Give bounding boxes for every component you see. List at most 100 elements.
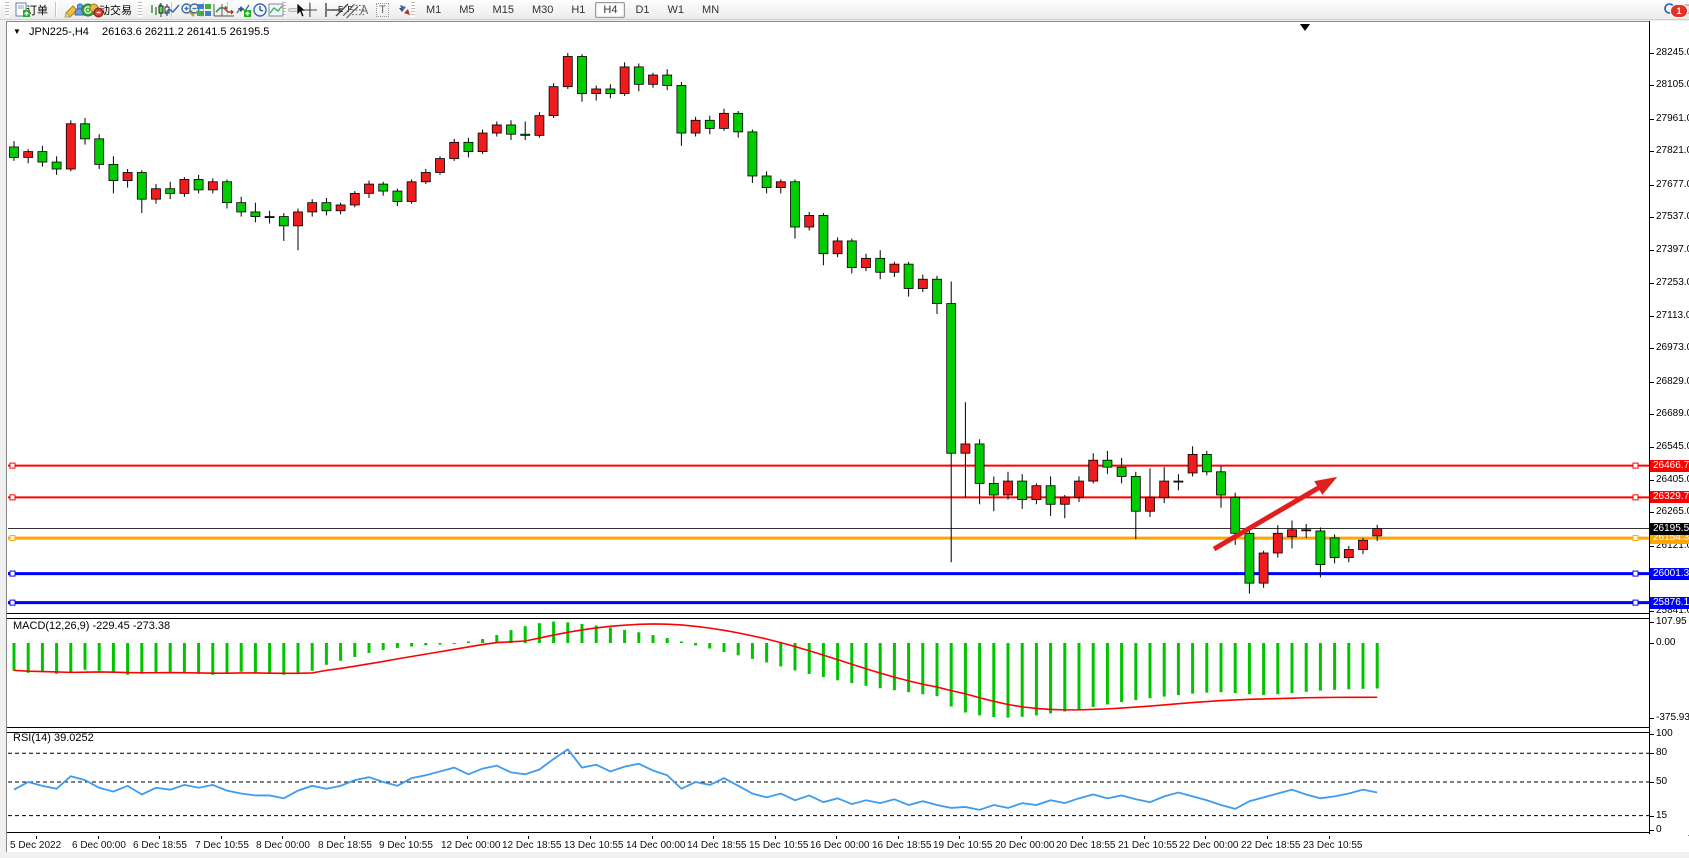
candle-body: [122, 172, 133, 182]
indicators-button[interactable]: [232, 4, 251, 17]
line-anchor[interactable]: [1632, 570, 1639, 577]
line-anchor[interactable]: [9, 599, 16, 606]
timeframe-w1[interactable]: W1: [667, 3, 685, 16]
line-anchor[interactable]: [1632, 535, 1639, 542]
arrow-annotation-head[interactable]: [1314, 476, 1338, 495]
tile-windows-button[interactable]: [192, 3, 211, 16]
bar-chart-button[interactable]: [144, 3, 161, 15]
candle-body: [1074, 480, 1084, 498]
time-label: 16 Dec 18:55: [872, 840, 932, 851]
chart-shift-marker[interactable]: [1300, 24, 1310, 31]
timeframe-h1[interactable]: H1: [571, 3, 586, 16]
price-scale[interactable]: [1650, 21, 1689, 834]
scale-tick: [1650, 250, 1654, 251]
price-tick-label: 27113.0: [1656, 310, 1689, 321]
candle-body: [775, 181, 786, 188]
time-tick: [1205, 836, 1206, 839]
macd-signal-line: [13, 623, 1378, 711]
trendline-button[interactable]: [330, 3, 349, 16]
time-tick: [221, 836, 222, 839]
cursor-icon: [296, 1, 307, 17]
timeframe-h4[interactable]: H4: [595, 1, 626, 18]
time-tick: [1267, 836, 1268, 839]
timeframe-mn[interactable]: MN: [702, 3, 720, 16]
price-tick-label: 26829.0: [1656, 376, 1689, 387]
highlighter-button[interactable]: [60, 4, 78, 18]
text-label-button[interactable]: T: [372, 2, 393, 18]
toolbar-grip[interactable]: [5, 2, 9, 17]
scale-tick: [1650, 53, 1654, 54]
chart-shift-icon: [221, 3, 234, 16]
template-icon: [268, 3, 284, 16]
notifications-button[interactable]: 1: [1670, 3, 1689, 18]
candle-body: [1173, 480, 1184, 483]
candle-body: [676, 85, 687, 134]
line-anchor[interactable]: [1632, 462, 1639, 469]
search-button[interactable]: [1659, 2, 1679, 17]
candle-body: [1187, 453, 1198, 474]
line-anchor[interactable]: [9, 494, 16, 501]
candle-body: [747, 131, 758, 177]
rsi-scale-label: 0: [1656, 824, 1662, 835]
macd-canvas[interactable]: [8, 617, 1649, 728]
chart-shift-button[interactable]: [216, 3, 234, 16]
autotrading-button[interactable]: 自动交易: [84, 1, 136, 19]
candle-body: [435, 158, 445, 173]
text-label-icon: T: [376, 2, 389, 17]
line-anchor[interactable]: [9, 570, 16, 577]
candle-body: [733, 112, 744, 133]
line-anchor[interactable]: [9, 462, 16, 469]
current-price-box: 26195.5: [1650, 523, 1689, 535]
line-anchor[interactable]: [1632, 599, 1639, 606]
time-label: 7 Dec 10:55: [195, 840, 249, 851]
timeframe-d1[interactable]: D1: [635, 3, 650, 16]
line-anchor[interactable]: [1632, 494, 1639, 501]
candle-body: [1130, 476, 1141, 512]
candle-body: [974, 443, 985, 484]
scale-tick: [1650, 316, 1654, 317]
zoom-in-button[interactable]: [176, 2, 195, 17]
cursor-button[interactable]: [288, 1, 307, 17]
timeframe-m30[interactable]: M30: [531, 3, 554, 16]
candle-body: [1244, 532, 1255, 584]
tile-windows-icon: [197, 3, 211, 16]
candle-body: [406, 181, 417, 202]
toolbar-grip[interactable]: [410, 2, 415, 17]
line-chart-button[interactable]: [160, 4, 180, 14]
vertical-line-button[interactable]: [314, 2, 327, 17]
time-axis[interactable]: 5 Dec 2022 6 Dec 00:00 6 Dec 18:55 7 Dec 10…: [7, 836, 1689, 852]
panel-separator[interactable]: [7, 727, 1689, 733]
scale-tick: [1650, 753, 1654, 754]
timeframe-m5[interactable]: M5: [459, 3, 475, 16]
panel-separator: [7, 832, 1689, 835]
crosshair-button[interactable]: [298, 2, 317, 17]
rsi-scale-label: 15: [1656, 810, 1668, 821]
templates-button[interactable]: [264, 3, 284, 16]
rsi-line: [13, 748, 1378, 811]
panel-separator[interactable]: [7, 613, 1689, 619]
horizontal-line-button[interactable]: [322, 8, 341, 11]
rsi-canvas[interactable]: [8, 730, 1649, 834]
toolbar-grip[interactable]: [282, 2, 286, 17]
line-anchor[interactable]: [9, 535, 16, 542]
price-chart-canvas[interactable]: [8, 22, 1649, 613]
timeframe-m1[interactable]: M1: [425, 3, 442, 16]
new-order-button[interactable]: 新订单: [11, 1, 52, 19]
time-label: 19 Dec 10:55: [933, 840, 993, 851]
fibonacci-button[interactable]: F: [347, 4, 367, 15]
periods-button[interactable]: [248, 2, 267, 17]
channel-icon: [342, 3, 359, 18]
toolbar-grip[interactable]: [138, 2, 142, 17]
candle-body: [903, 263, 914, 289]
arrow-annotation-shaft[interactable]: [1212, 484, 1322, 552]
price-tick-label: 27961.0: [1656, 113, 1689, 124]
arrows-button[interactable]: [393, 4, 410, 15]
price-tick-label: 27677.0: [1656, 179, 1689, 190]
hline-price-box: 26001.3: [1650, 568, 1689, 580]
candle-body: [278, 216, 289, 227]
candle-body: [491, 124, 502, 134]
candle-body: [136, 172, 147, 200]
timeframe-m15[interactable]: M15: [492, 3, 514, 16]
candle-body: [9, 146, 19, 158]
collapse-triangle-icon[interactable]: ▼: [13, 27, 21, 36]
